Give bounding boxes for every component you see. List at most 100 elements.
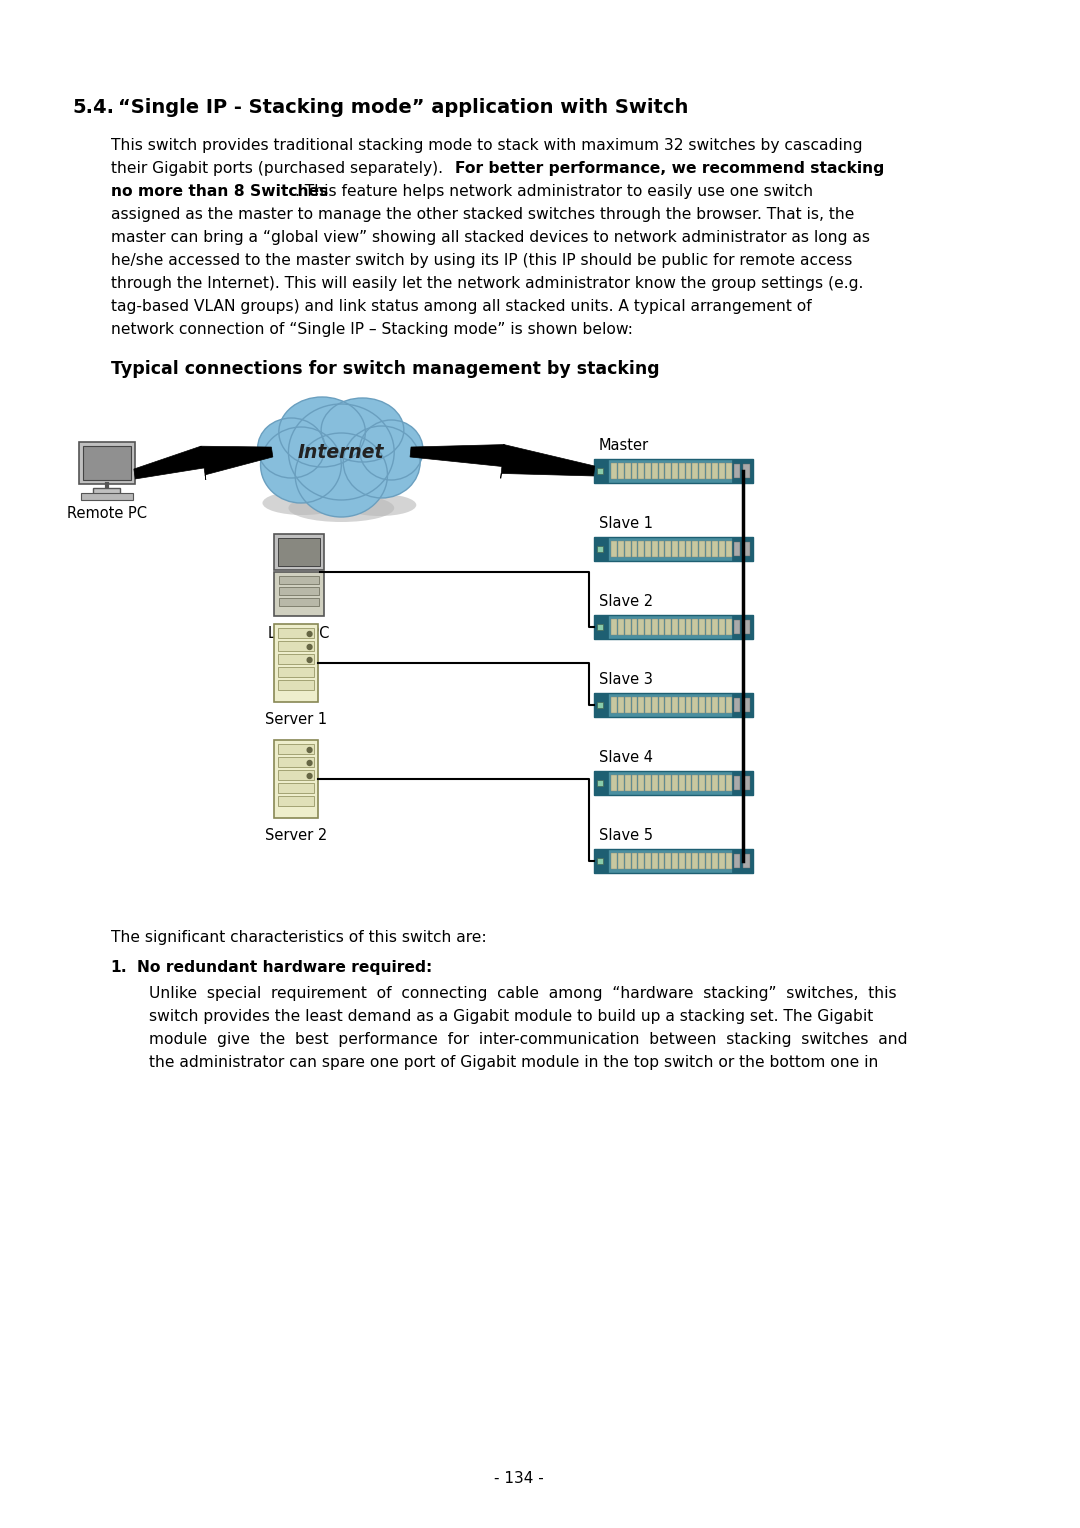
- Text: he/she accessed to the master switch by using its IP (this IP should be public f: he/she accessed to the master switch by …: [110, 254, 852, 267]
- FancyBboxPatch shape: [699, 463, 705, 478]
- FancyBboxPatch shape: [731, 536, 753, 561]
- FancyBboxPatch shape: [278, 538, 320, 565]
- FancyBboxPatch shape: [726, 775, 731, 792]
- FancyBboxPatch shape: [692, 619, 698, 636]
- Text: . This feature helps network administrator to easily use one switch: . This feature helps network administrat…: [295, 183, 813, 199]
- FancyBboxPatch shape: [743, 465, 750, 478]
- FancyBboxPatch shape: [625, 619, 631, 636]
- FancyBboxPatch shape: [645, 697, 651, 714]
- Circle shape: [307, 645, 312, 649]
- FancyBboxPatch shape: [705, 463, 712, 478]
- FancyBboxPatch shape: [652, 853, 658, 869]
- Text: switch provides the least demand as a Gigabit module to build up a stacking set.: switch provides the least demand as a Gi…: [149, 1008, 874, 1024]
- FancyBboxPatch shape: [719, 853, 725, 869]
- Text: Slave 4: Slave 4: [599, 750, 653, 766]
- FancyBboxPatch shape: [632, 463, 637, 478]
- FancyBboxPatch shape: [278, 642, 314, 651]
- FancyBboxPatch shape: [594, 772, 753, 795]
- Ellipse shape: [258, 419, 325, 478]
- FancyBboxPatch shape: [81, 494, 133, 500]
- FancyBboxPatch shape: [645, 541, 651, 558]
- FancyBboxPatch shape: [713, 697, 718, 714]
- FancyBboxPatch shape: [665, 775, 671, 792]
- FancyBboxPatch shape: [638, 541, 644, 558]
- FancyBboxPatch shape: [731, 694, 753, 717]
- FancyBboxPatch shape: [705, 697, 712, 714]
- Ellipse shape: [260, 426, 341, 503]
- Text: Server 1: Server 1: [265, 712, 327, 727]
- FancyBboxPatch shape: [278, 744, 314, 753]
- FancyBboxPatch shape: [726, 541, 731, 558]
- Text: This switch provides traditional stacking mode to stack with maximum 32 switches: This switch provides traditional stackin…: [110, 138, 862, 153]
- FancyBboxPatch shape: [692, 697, 698, 714]
- Text: network connection of “Single IP – Stacking mode” is shown below:: network connection of “Single IP – Stack…: [110, 322, 633, 338]
- FancyBboxPatch shape: [665, 697, 671, 714]
- FancyBboxPatch shape: [679, 463, 685, 478]
- FancyBboxPatch shape: [632, 619, 637, 636]
- Text: Slave 2: Slave 2: [599, 594, 653, 610]
- FancyBboxPatch shape: [692, 775, 698, 792]
- FancyBboxPatch shape: [625, 853, 631, 869]
- Ellipse shape: [343, 494, 416, 516]
- Text: No redundant hardware required:: No redundant hardware required:: [137, 960, 433, 975]
- FancyBboxPatch shape: [278, 756, 314, 767]
- FancyBboxPatch shape: [699, 619, 705, 636]
- FancyBboxPatch shape: [652, 463, 658, 478]
- Ellipse shape: [360, 420, 423, 480]
- FancyBboxPatch shape: [719, 463, 725, 478]
- FancyBboxPatch shape: [733, 854, 740, 868]
- FancyBboxPatch shape: [692, 541, 698, 558]
- FancyBboxPatch shape: [611, 619, 618, 636]
- Text: Slave 3: Slave 3: [599, 672, 653, 688]
- FancyBboxPatch shape: [93, 487, 120, 494]
- FancyBboxPatch shape: [278, 654, 314, 665]
- FancyBboxPatch shape: [645, 619, 651, 636]
- FancyBboxPatch shape: [672, 697, 678, 714]
- FancyBboxPatch shape: [679, 775, 685, 792]
- FancyBboxPatch shape: [665, 619, 671, 636]
- FancyBboxPatch shape: [632, 775, 637, 792]
- Text: Server 2: Server 2: [265, 828, 327, 843]
- FancyBboxPatch shape: [713, 463, 718, 478]
- FancyBboxPatch shape: [594, 850, 608, 872]
- Text: Remote PC: Remote PC: [67, 506, 147, 521]
- Text: no more than 8 Switches: no more than 8 Switches: [110, 183, 328, 199]
- FancyBboxPatch shape: [594, 614, 608, 639]
- FancyBboxPatch shape: [686, 853, 691, 869]
- FancyBboxPatch shape: [274, 571, 324, 616]
- FancyBboxPatch shape: [611, 697, 618, 714]
- FancyBboxPatch shape: [278, 782, 314, 793]
- FancyBboxPatch shape: [679, 619, 685, 636]
- FancyBboxPatch shape: [611, 775, 618, 792]
- FancyBboxPatch shape: [672, 853, 678, 869]
- FancyBboxPatch shape: [699, 541, 705, 558]
- FancyBboxPatch shape: [743, 776, 750, 790]
- FancyBboxPatch shape: [594, 458, 608, 483]
- FancyBboxPatch shape: [659, 463, 664, 478]
- Text: tag-based VLAN groups) and link status among all stacked units. A typical arrang: tag-based VLAN groups) and link status a…: [110, 299, 811, 313]
- FancyBboxPatch shape: [692, 463, 698, 478]
- FancyBboxPatch shape: [652, 541, 658, 558]
- FancyBboxPatch shape: [594, 614, 753, 639]
- FancyBboxPatch shape: [672, 463, 678, 478]
- FancyBboxPatch shape: [611, 541, 618, 558]
- FancyBboxPatch shape: [686, 541, 691, 558]
- FancyBboxPatch shape: [638, 775, 644, 792]
- FancyBboxPatch shape: [597, 545, 603, 552]
- FancyBboxPatch shape: [594, 536, 753, 561]
- FancyBboxPatch shape: [719, 697, 725, 714]
- FancyBboxPatch shape: [686, 697, 691, 714]
- FancyBboxPatch shape: [733, 542, 740, 556]
- FancyBboxPatch shape: [659, 541, 664, 558]
- FancyBboxPatch shape: [597, 623, 603, 630]
- Ellipse shape: [262, 490, 343, 515]
- Polygon shape: [410, 445, 595, 478]
- Text: Master: Master: [599, 439, 649, 452]
- FancyBboxPatch shape: [632, 541, 637, 558]
- Text: “Single IP - Stacking mode” application with Switch: “Single IP - Stacking mode” application …: [118, 98, 689, 118]
- FancyBboxPatch shape: [594, 772, 608, 795]
- FancyBboxPatch shape: [743, 854, 750, 868]
- Ellipse shape: [295, 432, 388, 516]
- FancyBboxPatch shape: [659, 853, 664, 869]
- FancyBboxPatch shape: [597, 468, 603, 474]
